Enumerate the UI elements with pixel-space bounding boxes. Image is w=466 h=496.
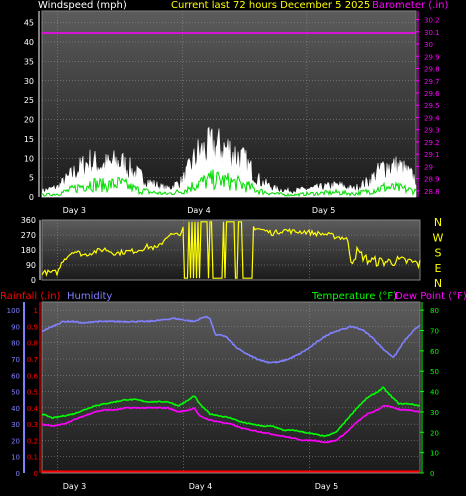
rainfall-y-tick-label: 0 xyxy=(34,470,38,478)
temperature-y-tick-label: 60 xyxy=(430,348,439,356)
humidity-y-tick-label: 40 xyxy=(11,405,20,413)
temperature-y-tick-label: 0 xyxy=(430,470,434,478)
wind-y-tick-label: 15 xyxy=(24,135,34,144)
wind-y-tick-label: 25 xyxy=(24,96,34,105)
rainfall-y-tick-label: 0.4 xyxy=(27,405,39,413)
period-title: Current last 72 hours December 5 2025 xyxy=(171,0,371,11)
rainfall-y-tick-label: 0.2 xyxy=(27,437,38,445)
rainfall-y-tick-label: 0.6 xyxy=(27,372,39,380)
compass-label: S xyxy=(435,247,442,260)
wind-x-tick-label: Day 5 xyxy=(312,206,335,215)
wind-gust-series xyxy=(41,169,417,198)
barometer-y-tick-label: 29.2 xyxy=(424,139,440,147)
wind-y-tick-label: 35 xyxy=(24,57,34,66)
climate-x-tick-label: Day 5 xyxy=(315,482,338,491)
temperature-y-tick-label: 10 xyxy=(430,450,439,458)
wind-y-tick-label: 30 xyxy=(24,77,34,86)
climate-x-tick-label: Day 3 xyxy=(63,482,86,491)
temperature-y-tick-label: 70 xyxy=(430,328,439,336)
humidity-series xyxy=(41,315,421,364)
compass-label: E xyxy=(435,262,442,275)
barometer-y-tick-label: 28.9 xyxy=(424,176,440,184)
wind-y-tick-label: 40 xyxy=(24,38,34,47)
temperature-y-tick-label: 40 xyxy=(430,389,439,397)
barometer-y-tick-label: 29.9 xyxy=(424,53,440,61)
dewpoint-axis-title: Dew Point (°F) xyxy=(395,291,466,302)
barometer-y-tick-label: 30.2 xyxy=(424,17,440,25)
temperature-y-tick-label: 50 xyxy=(430,368,439,376)
humidity-y-tick-label: 50 xyxy=(11,389,20,397)
barometer-y-tick-label: 29.3 xyxy=(424,127,440,135)
humidity-y-tick-label: 100 xyxy=(7,307,20,315)
compass-label: N xyxy=(434,277,442,290)
wind-y-tick-label: 20 xyxy=(24,116,34,125)
direction-y-tick-label: 90 xyxy=(26,261,36,270)
dewpoint-series xyxy=(41,404,421,444)
direction-y-tick-label: 0 xyxy=(31,276,36,285)
humidity-y-tick-label: 10 xyxy=(11,454,20,462)
temperature-series xyxy=(41,386,421,438)
barometer-y-tick-label: 29.6 xyxy=(424,90,440,98)
temperature-y-tick-label: 30 xyxy=(430,409,439,417)
humidity-y-tick-label: 60 xyxy=(11,372,20,380)
barometer-y-tick-label: 29.4 xyxy=(424,114,440,122)
rainfall-y-tick-label: 0.1 xyxy=(27,454,38,462)
rainfall-y-tick-label: 0.9 xyxy=(27,323,38,331)
rainfall-y-tick-label: 0.5 xyxy=(27,389,38,397)
direction-y-tick-label: 270 xyxy=(21,231,36,240)
wind-y-tick-label: 0 xyxy=(29,193,34,202)
humidity-axis-title: Humidity xyxy=(67,291,112,302)
barometer-y-tick-label: 29.5 xyxy=(424,102,440,110)
rainfall-y-tick-label: 0.3 xyxy=(27,421,38,429)
climate-x-tick-label: Day 4 xyxy=(189,482,212,491)
climate-plot-area xyxy=(41,301,421,474)
humidity-y-tick-label: 30 xyxy=(11,421,20,429)
wind-y-tick-label: 5 xyxy=(29,174,34,183)
direction-y-tick-label: 180 xyxy=(21,246,36,255)
barometer-y-tick-label: 28.8 xyxy=(424,188,440,196)
barometer-y-tick-label: 29.1 xyxy=(424,151,440,159)
wind-x-tick-label: Day 3 xyxy=(63,206,86,215)
barometer-y-tick-label: 29.8 xyxy=(424,66,440,74)
humidity-y-tick-label: 80 xyxy=(11,340,20,348)
rainfall-y-tick-label: 0.8 xyxy=(27,340,38,348)
wind-y-tick-label: 45 xyxy=(24,19,34,28)
humidity-y-tick-label: 20 xyxy=(11,437,20,445)
rainfall-y-tick-label: 0.7 xyxy=(27,356,38,364)
rainfall-y-tick-label: 1 xyxy=(34,307,38,315)
rainfall-axis-title: Rainfall (.in) xyxy=(0,291,61,302)
barometer-y-tick-label: 30.1 xyxy=(424,29,440,37)
barometer-y-tick-label: 29.7 xyxy=(424,78,440,86)
humidity-y-tick-label: 90 xyxy=(11,323,20,331)
compass-label: N xyxy=(434,216,442,229)
wind-y-tick-label: 10 xyxy=(24,154,34,163)
barometer-y-tick-label: 29 xyxy=(424,163,433,171)
temperature-y-tick-label: 20 xyxy=(430,429,439,437)
wind-direction-series xyxy=(41,221,421,279)
temperature-y-tick-label: 80 xyxy=(430,307,439,315)
wind-chart-title: Windspeed (mph) xyxy=(38,0,127,11)
wind-x-tick-label: Day 4 xyxy=(187,206,210,215)
windspeed-series xyxy=(41,126,417,198)
humidity-y-tick-label: 70 xyxy=(11,356,20,364)
barometer-y-tick-label: 30 xyxy=(424,41,433,49)
temperature-axis-title: Temperature (°F) xyxy=(311,291,397,302)
barometer-axis-title: Barometer (.in) xyxy=(372,0,449,11)
humidity-y-tick-label: 0 xyxy=(16,470,20,478)
direction-y-tick-label: 360 xyxy=(21,216,36,225)
compass-label: W xyxy=(433,231,444,244)
